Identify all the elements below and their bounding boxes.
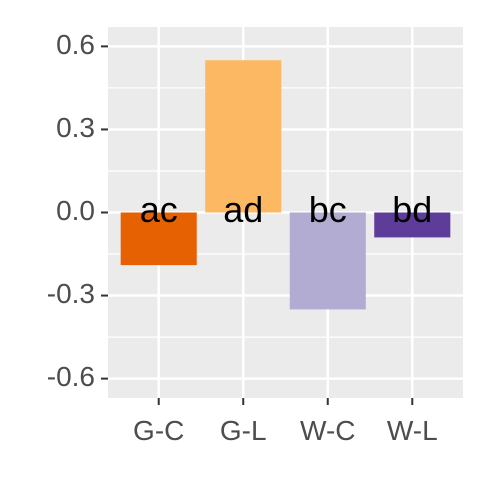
x-tick-label: W-C <box>300 415 355 446</box>
data-labels: ac ad bc bd <box>140 189 433 230</box>
data-label-ac: ac <box>140 189 178 230</box>
x-tick-label: G-C <box>133 415 184 446</box>
data-label-bd: bd <box>392 189 432 230</box>
y-axis: -0.6 -0.3 0.0 0.3 0.6 <box>47 29 108 392</box>
bar-g-c <box>120 212 197 266</box>
y-tick-label: -0.3 <box>47 278 95 309</box>
y-tick-label: 0.6 <box>56 29 95 60</box>
bar-w-l <box>374 212 451 238</box>
data-label-bc: bc <box>309 189 347 230</box>
y-tick-label: 0.3 <box>56 112 95 143</box>
data-label-ad: ad <box>223 189 263 230</box>
y-tick-label: -0.6 <box>47 361 95 392</box>
bar-g-l <box>205 60 282 213</box>
x-tick-label: G-L <box>220 415 267 446</box>
x-tick-label: W-L <box>387 415 438 446</box>
x-axis: G-C G-L W-C W-L <box>133 398 438 446</box>
y-tick-label: 0.0 <box>56 195 95 226</box>
bars <box>120 60 451 310</box>
bar-w-c <box>289 212 366 310</box>
